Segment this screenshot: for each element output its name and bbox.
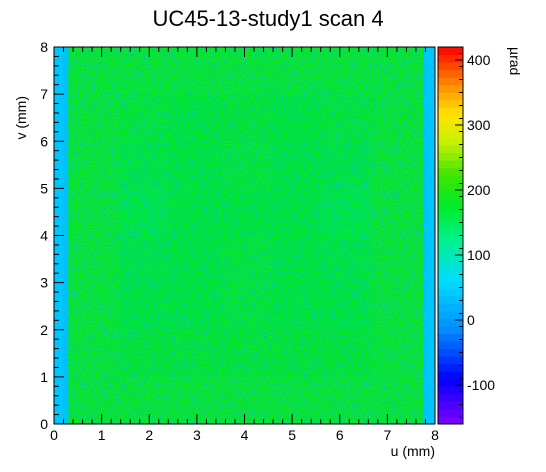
x-tick-label: 5 <box>288 427 296 443</box>
x-tick-label: 4 <box>241 427 249 443</box>
palette-band <box>438 167 463 176</box>
palette-band <box>438 341 463 350</box>
y-tick-label: 8 <box>40 39 48 55</box>
palette-band <box>438 92 463 101</box>
palette-band <box>438 212 463 221</box>
palette-band <box>438 288 463 297</box>
palette-band <box>438 227 463 236</box>
y-tick-label: 7 <box>40 86 48 102</box>
z-tick-label: 0 <box>467 312 475 328</box>
palette-band <box>438 303 463 312</box>
palette-band <box>438 152 463 161</box>
palette-band <box>438 250 463 259</box>
palette-band <box>438 356 463 365</box>
y-tick-label: 4 <box>40 228 48 244</box>
palette-band <box>438 348 463 357</box>
y-tick-label: 3 <box>40 275 48 291</box>
palette-band <box>438 386 463 395</box>
palette-band <box>438 318 463 327</box>
palette-band <box>438 401 463 410</box>
palette-band <box>438 265 463 274</box>
palette-band <box>438 107 463 116</box>
x-tick-label: 2 <box>145 427 153 443</box>
plot-area <box>54 47 435 424</box>
x-tick-label: 0 <box>50 427 58 443</box>
palette-band <box>438 175 463 184</box>
z-tick-label: 400 <box>467 52 491 68</box>
y-tick-label: 0 <box>40 416 48 432</box>
y-tick-label: 6 <box>40 133 48 149</box>
z-tick-label: 200 <box>467 182 491 198</box>
x-tick-label: 1 <box>98 427 106 443</box>
heatmap-cell <box>423 47 435 95</box>
palette-band <box>438 416 463 425</box>
y-tick-label: 2 <box>40 322 48 338</box>
palette-band <box>438 333 463 342</box>
heatmap-cell <box>423 329 435 378</box>
z-tick-label: 100 <box>467 247 491 263</box>
palette-band <box>438 295 463 304</box>
palette-band <box>438 190 463 199</box>
palette-band <box>438 408 463 417</box>
palette-band <box>438 47 463 56</box>
heatmap-cell <box>423 235 435 284</box>
heatmap-cell <box>423 376 435 424</box>
heatmap-cell <box>423 141 435 189</box>
palette-band <box>438 160 463 169</box>
palette-band <box>438 137 463 146</box>
y-tick-label: 1 <box>40 369 48 385</box>
palette-band <box>438 205 463 214</box>
palette-band <box>438 114 463 123</box>
palette-band <box>438 77 463 86</box>
chart-title: UC45-13-study1 scan 4 <box>152 6 383 31</box>
x-tick-label: 3 <box>193 427 201 443</box>
x-axis-label: u (mm) <box>391 443 435 459</box>
y-tick-label: 5 <box>40 180 48 196</box>
color-palette <box>438 47 463 425</box>
palette-band <box>438 129 463 138</box>
heatmap-cell <box>423 282 435 331</box>
palette-band <box>438 99 463 108</box>
palette-axis: -100 0 100 200 300 400 <box>455 52 495 418</box>
noise-texture <box>63 47 426 424</box>
palette-band <box>438 310 463 319</box>
z-tick-label: -100 <box>467 377 495 393</box>
palette-band <box>438 145 463 154</box>
palette-band <box>438 235 463 244</box>
palette-band <box>438 182 463 191</box>
palette-band <box>438 122 463 131</box>
palette-band <box>438 258 463 267</box>
palette-band <box>438 54 463 63</box>
y-axis-label: v (mm) <box>13 96 29 140</box>
x-tick-label: 6 <box>336 427 344 443</box>
axes: 0 1 2 3 4 5 6 7 8 0 1 2 3 4 5 6 7 8 <box>40 39 439 443</box>
palette-band <box>438 62 463 71</box>
heatmap-cell <box>423 94 435 142</box>
heatmap-cell <box>423 188 435 236</box>
palette-band <box>438 84 463 93</box>
palette-band <box>438 197 463 206</box>
x-tick-label: 7 <box>383 427 391 443</box>
palette-band <box>438 371 463 380</box>
palette-band <box>438 393 463 402</box>
z-tick-label: 300 <box>467 117 491 133</box>
palette-band <box>438 243 463 252</box>
palette-band <box>438 69 463 78</box>
palette-band <box>438 220 463 229</box>
palette-band <box>438 378 463 387</box>
z-axis-label: µrad <box>507 47 523 75</box>
palette-band <box>438 280 463 289</box>
palette-band <box>438 273 463 282</box>
palette-band <box>438 363 463 372</box>
x-tick-label: 8 <box>431 427 439 443</box>
palette-band <box>438 325 463 335</box>
